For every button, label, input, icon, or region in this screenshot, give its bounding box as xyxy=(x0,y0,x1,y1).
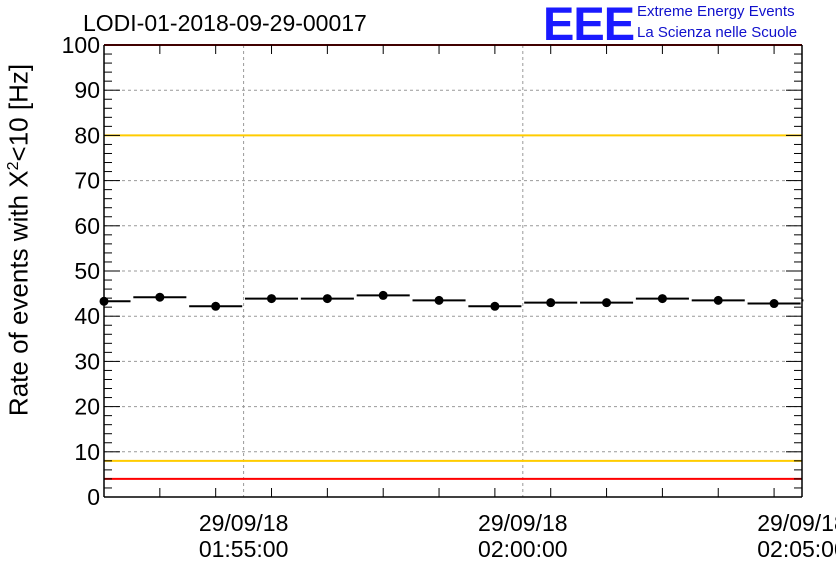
data-point xyxy=(434,295,444,305)
y-tick-label: 10 xyxy=(74,439,100,465)
x-tick-time-label: 01:55:00 xyxy=(199,536,289,562)
x-tick-date-label: 29/09/18 xyxy=(478,510,568,536)
data-point xyxy=(657,294,667,304)
y-tick-label: 60 xyxy=(74,213,100,239)
data-point xyxy=(155,292,165,302)
x-tick-time-label: 02:05:00 xyxy=(757,536,836,562)
x-tick-date-label: 29/09/18 xyxy=(199,510,289,536)
eee-logo: EEE xyxy=(543,0,635,50)
data-point xyxy=(546,298,556,308)
logo-line-1: Extreme Energy Events xyxy=(637,3,795,20)
data-point xyxy=(490,301,500,311)
y-tick-label: 100 xyxy=(62,32,100,58)
y-tick-label: 50 xyxy=(74,258,100,284)
y-axis-label: Rate of events with X2<10 [Hz] xyxy=(3,63,34,417)
y-tick-label: 90 xyxy=(74,77,100,103)
data-point xyxy=(267,294,277,304)
data-point xyxy=(99,296,109,306)
y-tick-label: 30 xyxy=(74,348,100,374)
data-point xyxy=(713,295,723,305)
y-tick-label: 20 xyxy=(74,394,100,420)
y-tick-label: 70 xyxy=(74,168,100,194)
y-tick-label: 40 xyxy=(74,303,100,329)
data-point xyxy=(322,294,332,304)
x-tick-time-label: 02:00:00 xyxy=(478,536,568,562)
chart-title: LODI-01-2018-09-29-00017 xyxy=(83,10,367,36)
logo-line-2: La Scienza nelle Scuole xyxy=(637,24,798,41)
y-tick-label: 80 xyxy=(74,122,100,148)
y-tick-label: 0 xyxy=(87,484,100,510)
data-point xyxy=(769,299,779,309)
x-tick-date-label: 29/09/18 xyxy=(757,510,836,536)
data-point xyxy=(602,298,612,308)
data-point xyxy=(211,301,221,311)
data-point xyxy=(378,290,388,300)
